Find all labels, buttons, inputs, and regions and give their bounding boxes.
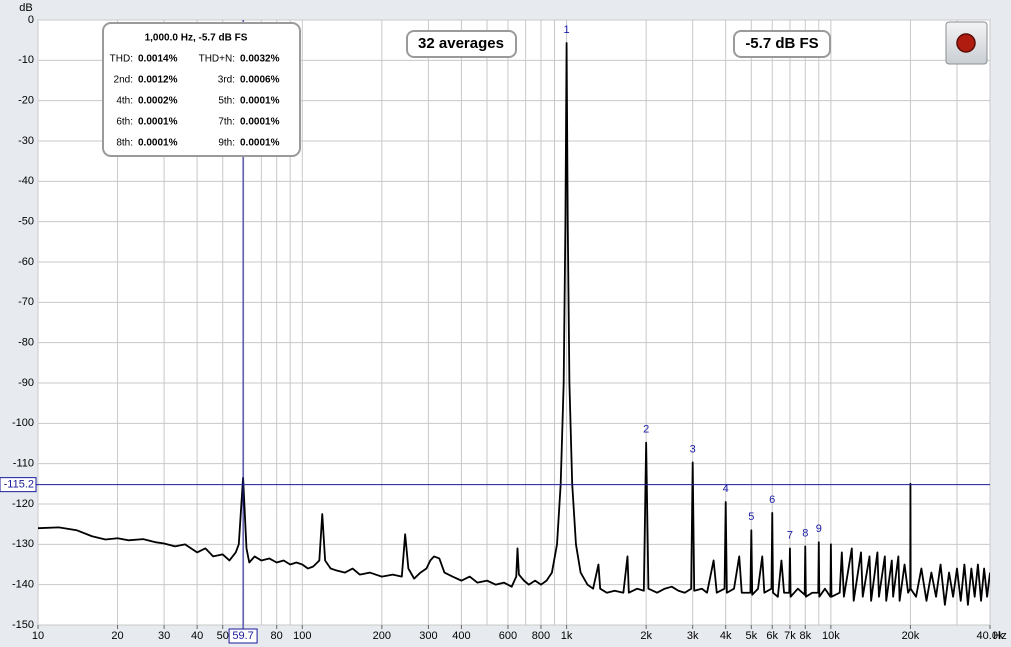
x-tick-label: 4k (720, 630, 732, 642)
y-tick-label: -140 (12, 579, 34, 591)
harmonic-label: 5 (748, 511, 754, 523)
harmonic-label: 4 (723, 483, 729, 495)
y-tick-label: 0 (28, 14, 34, 26)
readout-label: 9th: (218, 138, 235, 149)
x-tick-label: 800 (532, 630, 550, 642)
readout-label: 5th: (218, 96, 235, 107)
readout-value: 0.0006% (240, 75, 280, 86)
readout-label: 7th: (218, 117, 235, 128)
y-tick-label: -50 (18, 216, 34, 228)
readout-label: 6th: (116, 117, 133, 128)
readout-value: 0.0014% (138, 54, 178, 65)
spectrum-line (38, 42, 990, 606)
readout-label: 4th: (116, 96, 133, 107)
readout-label: 8th: (116, 138, 133, 149)
level-text: -5.7 dB FS (745, 35, 818, 52)
x-tick-label: 6k (766, 630, 778, 642)
x-tick-label: 80 (271, 630, 283, 642)
averages-badge (406, 30, 517, 58)
readout-value: 0.0001% (240, 138, 280, 149)
x-tick-label: 20 (111, 630, 123, 642)
readout-label: 2nd: (114, 75, 133, 86)
x-tick-label: 50 (217, 630, 229, 642)
x-tick-label: 40 (191, 630, 203, 642)
harmonic-label: 3 (690, 443, 696, 455)
readout-value: 0.0002% (138, 96, 178, 107)
y-tick-label: -70 (18, 296, 34, 308)
y-axis-label: dB (19, 2, 32, 14)
x-tick-label: 600 (499, 630, 517, 642)
y-tick-label: -10 (18, 54, 34, 66)
readout-value: 0.0001% (240, 117, 280, 128)
readout-value: 0.0032% (240, 54, 280, 65)
cursor-y-label: -115.2 (4, 479, 34, 491)
y-tick-label: -110 (13, 458, 34, 470)
readout-label: 3rd: (218, 75, 235, 86)
x-tick-label: 30 (158, 630, 170, 642)
x-axis-label: Hz (993, 630, 1006, 642)
readout-value: 0.0001% (240, 96, 280, 107)
y-tick-label: -40 (18, 175, 34, 187)
x-tick-label: 3k (687, 630, 699, 642)
x-tick-label: 8k (799, 630, 811, 642)
x-tick-label: 200 (373, 630, 391, 642)
cursor-x-box (228, 628, 258, 644)
x-tick-label: 10 (32, 630, 44, 642)
harmonic-label: 8 (802, 527, 808, 539)
cursor-x-label: 59.7 (232, 630, 253, 642)
x-tick-label: 7k (784, 630, 796, 642)
y-tick-label: -130 (12, 538, 34, 550)
x-tick-label: 100 (293, 630, 311, 642)
readout-label: THD: (110, 54, 133, 65)
x-tick-label: 40.0k (977, 630, 1004, 642)
y-tick-label: -120 (12, 498, 34, 510)
y-tick-label: -150 (12, 619, 34, 631)
cursor-y-box (0, 477, 37, 493)
y-tick-label: -60 (18, 256, 34, 268)
record-icon[interactable] (956, 33, 976, 53)
x-tick-label: 1k (561, 630, 573, 642)
x-tick-label: 400 (452, 630, 470, 642)
x-tick-label: 2k (640, 630, 652, 642)
x-tick-label: 10k (822, 630, 840, 642)
harmonic-label: 6 (769, 494, 775, 506)
readout-label: THD+N: (199, 54, 235, 65)
x-tick-label: 5k (746, 630, 758, 642)
readout-box (102, 22, 301, 157)
x-tick-label: 300 (419, 630, 437, 642)
readout-value: 0.0012% (138, 75, 178, 86)
y-tick-label: -80 (18, 337, 34, 349)
harmonic-label: 7 (787, 529, 793, 541)
level-badge (733, 30, 831, 58)
harmonic-label: 1 (564, 24, 570, 36)
y-tick-label: -100 (12, 417, 34, 429)
averages-text: 32 averages (418, 35, 504, 52)
harmonic-label: 2 (643, 424, 649, 436)
readout-title: 1,000.0 Hz, -5.7 dB FS (145, 33, 248, 44)
y-tick-label: -20 (18, 95, 34, 107)
readout-value: 0.0001% (138, 138, 178, 149)
x-tick-label: 20k (902, 630, 920, 642)
harmonic-label: 9 (816, 523, 822, 535)
y-tick-label: -30 (18, 135, 34, 147)
y-tick-label: -90 (18, 377, 34, 389)
readout-value: 0.0001% (138, 117, 178, 128)
